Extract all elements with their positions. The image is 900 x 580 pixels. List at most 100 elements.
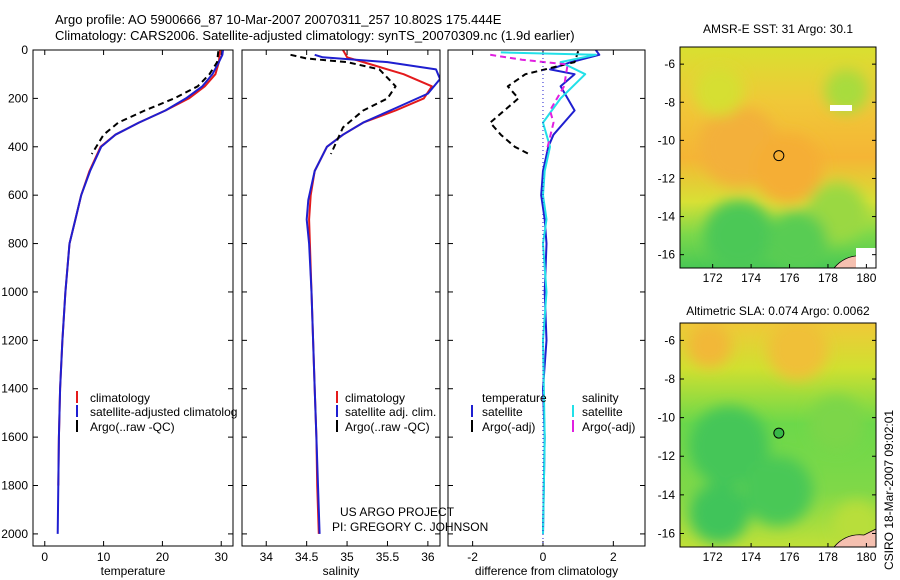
y-tick-label: 2000 [1,527,28,541]
y-tick-label: 1200 [1,333,28,347]
annotation-pi: PI: GREGORY C. JOHNSON [332,520,488,534]
argo-location-marker [773,150,785,162]
x-tick-label: 180 [856,550,876,564]
x-tick-label: 172 [703,271,723,285]
field-patch [752,133,823,204]
y-tick-label: 1600 [1,430,28,444]
x-tick-label: 36 [421,550,435,564]
legend-label-sal-satellite: satellite [582,405,623,419]
y-tick-label: 200 [8,91,28,105]
x-tick-label: 172 [703,550,723,564]
series-satellite-adj-clim- [305,53,440,534]
field-patch [689,483,750,544]
legend-label-argo: Argo(..raw -QC) [345,420,430,434]
map-sla: Altimetric SLA: 0.074 Argo: 0.0062 172 174… [658,304,877,564]
x-tick-label: 35 [340,550,354,564]
field-patch [687,323,732,368]
y-tick-label: 0 [21,43,28,57]
field-patch [808,395,865,452]
x-tick-label: -2 [467,550,478,564]
y-tick-label: -10 [658,133,676,147]
x-axis-label: salinity [323,564,360,578]
y-tick-label: -8 [664,95,675,109]
series-salinity-argo-adj- [490,53,569,152]
y-tick-label: -6 [664,57,675,71]
field-patch [694,66,745,117]
legend-label-sal-argo: Argo(-adj) [582,420,635,434]
land-mass [833,528,876,547]
y-tick-label: -16 [658,526,676,540]
legend-label-argo: Argo(..raw -QC) [90,420,175,434]
x-tick-label: 178 [818,550,838,564]
y-tick-label: 800 [8,237,28,251]
series-temperature-satellite [540,50,601,534]
map-frame [679,46,877,269]
plot-frame [447,49,646,547]
field-patch [767,323,828,380]
legend-label-climatology: climatology [345,391,405,405]
x-tick-label: 180 [856,271,876,285]
map-frame [679,322,877,548]
x-tick-label: 176 [780,550,800,564]
argo-location-marker [773,427,785,439]
x-tick-label: 34.5 [295,550,319,564]
series-argo-raw-qc- [290,53,397,155]
field-patch [703,199,774,268]
y-tick-label: -6 [664,333,675,347]
plot-frame [241,49,441,547]
field-patch [743,456,813,526]
map-field [680,47,876,268]
y-tick-label: -8 [664,372,675,386]
y-tick-label: -14 [658,210,676,224]
y-tick-label: 1400 [1,382,28,396]
x-tick-label: 35.5 [376,550,400,564]
field-patch [824,69,869,114]
credit-label: CSIRO 18-Mar-2007 09:02:01 [882,410,896,570]
annotation-project: US ARGO PROJECT [340,505,455,519]
x-tick-label: 0 [41,550,48,564]
legend-header-temperature: temperature [482,391,547,405]
chart-temperature-profile: 0 10 20 30 0 200 400 600 800 1000 1200 1400 1600 1800… [1,43,234,578]
legend-label-satellite-adjusted: satellite-adjusted climatolog [90,405,237,419]
y-tick-label: 1800 [1,479,28,493]
x-tick-label: 174 [741,271,761,285]
y-tick-label: -10 [658,411,676,425]
field-patch [689,406,769,487]
legend-label-temp-satellite: satellite [482,405,523,419]
y-tick-label: -12 [658,449,676,463]
x-tick-label: 30 [215,550,229,564]
x-tick-label: 0 [540,550,547,564]
header-subtitle: Climatology: CARS2006. Satellite-adjuste… [55,28,575,43]
y-tick-label: 400 [8,140,28,154]
chart-salinity-profile: 34 34.5 35 35.5 36 salinity [241,49,441,578]
x-tick-label: 10 [97,550,111,564]
series-argo-raw-qc- [90,51,220,155]
x-tick-label: 176 [780,271,800,285]
temperature-legend: climatology satellite-adjusted climatolo… [76,391,237,434]
x-axis-label: difference from climatology [475,564,618,578]
legend-label-satellite-adj: satellite adj. clim. [345,405,436,419]
missing-data-patch [830,105,852,111]
series-salinity-satellite [500,51,597,534]
series-temperature-argo-adj- [489,50,580,155]
x-tick-label: 20 [156,550,170,564]
plot-frame [32,49,234,547]
field-patch [767,211,828,268]
map-title: AMSR-E SST: 31 Argo: 30.1 [703,22,853,36]
series-climatology [308,50,433,534]
missing-data-patch [856,248,876,268]
map-field [680,323,876,547]
y-tick-label: -12 [658,171,676,185]
x-tick-label: 174 [741,550,761,564]
difference-legend: temperature salinity satellite Argo(-adj… [471,391,635,434]
x-axis-label: temperature [101,564,166,578]
y-tick-label: -16 [658,248,676,262]
y-tick-label: 600 [8,188,28,202]
legend-header-salinity: salinity [582,391,619,405]
legend-label-temp-argo: Argo(-adj) [482,420,535,434]
salinity-legend: climatology satellite adj. clim. Argo(..… [336,391,436,434]
x-tick-label: 34 [260,550,274,564]
map-title: Altimetric SLA: 0.074 Argo: 0.0062 [686,304,870,318]
x-tick-label: 2 [610,550,617,564]
